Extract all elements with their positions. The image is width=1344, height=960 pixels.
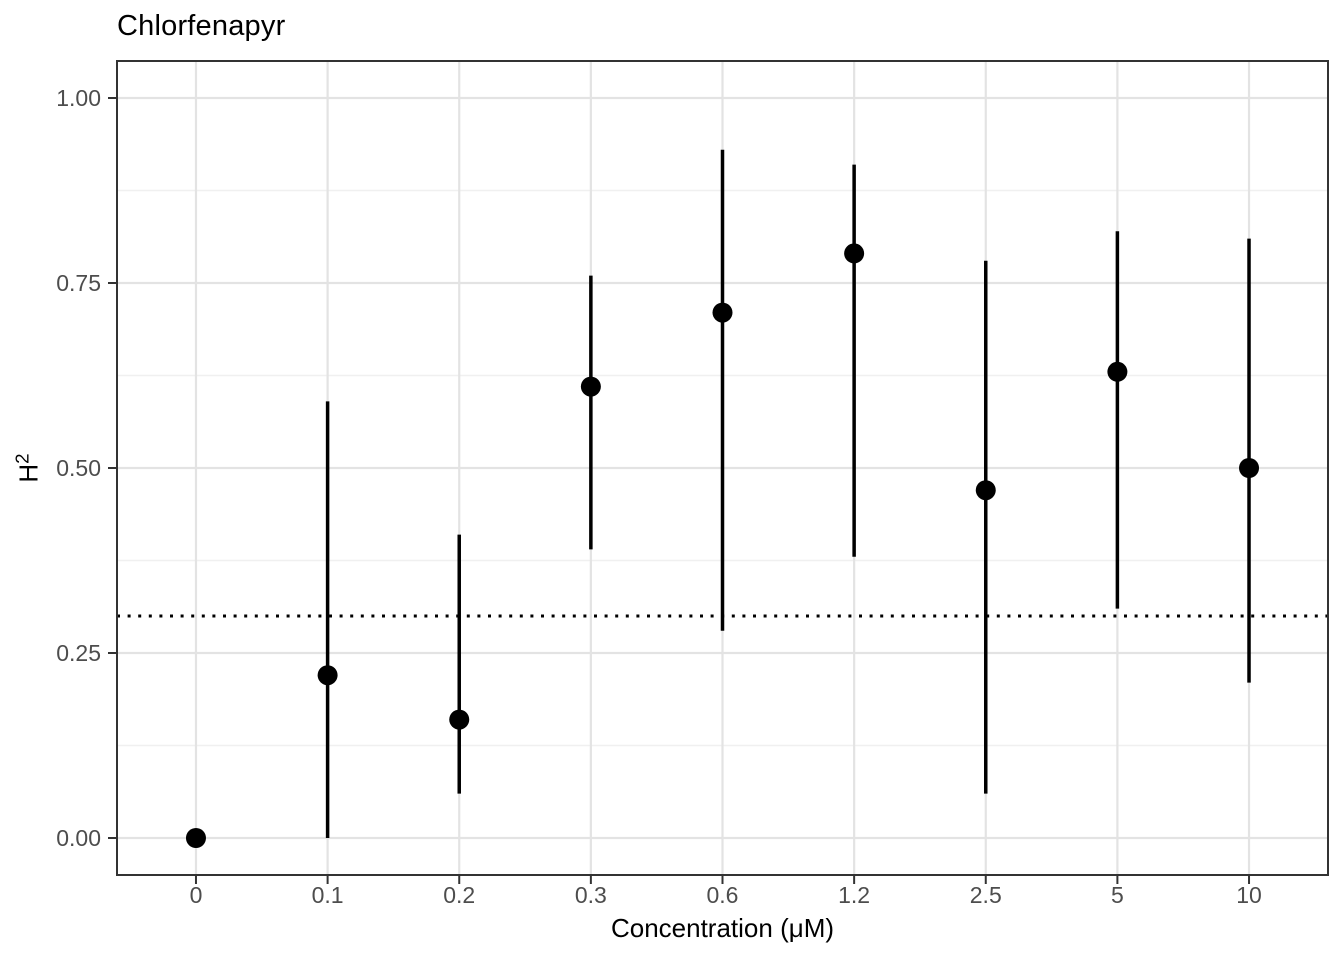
y-tick-label: 0.50	[56, 455, 101, 481]
data-point	[712, 302, 733, 323]
x-tick-label: 0.2	[443, 882, 475, 908]
plot-panel: 0 0.1 0.2 0.3 0.6 1.2 2.5 5 10 0.00 0.25 0.50 0.75 1.…	[56, 60, 1329, 908]
y-axis-label-sup: 2	[11, 453, 33, 464]
x-tick-label: 10	[1236, 882, 1262, 908]
y-axis-label-base: H	[13, 463, 44, 483]
chart-title: Chlorfenapyr	[117, 10, 286, 42]
y-tick-label: 0.75	[56, 270, 101, 296]
x-tick-label: 1.2	[838, 882, 870, 908]
data-point	[449, 709, 470, 730]
x-tick-label: 2.5	[970, 882, 1002, 908]
y-axis-label: H2	[11, 453, 45, 483]
x-tick-label: 0.3	[575, 882, 607, 908]
x-tick-label: 0.1	[312, 882, 344, 908]
y-tick-label: 0.25	[56, 640, 101, 666]
x-tick-label: 5	[1111, 882, 1124, 908]
data-point	[185, 828, 206, 848]
chart-svg: 0 0.1 0.2 0.3 0.6 1.2 2.5 5 10 0.00 0.25 0.50 0.75 1.…	[56, 60, 1329, 908]
y-tick-label: 1.00	[56, 85, 101, 111]
x-tick-label: 0	[190, 882, 203, 908]
y-tick-label: 0.00	[56, 825, 101, 851]
data-point	[1239, 458, 1260, 478]
x-axis-label: Concentration (μM)	[610, 913, 835, 943]
data-point	[844, 243, 865, 264]
data-point	[580, 376, 601, 397]
data-point	[1107, 361, 1128, 382]
x-tick-label: 0.6	[707, 882, 739, 908]
data-point	[317, 665, 338, 686]
data-point	[975, 480, 996, 501]
